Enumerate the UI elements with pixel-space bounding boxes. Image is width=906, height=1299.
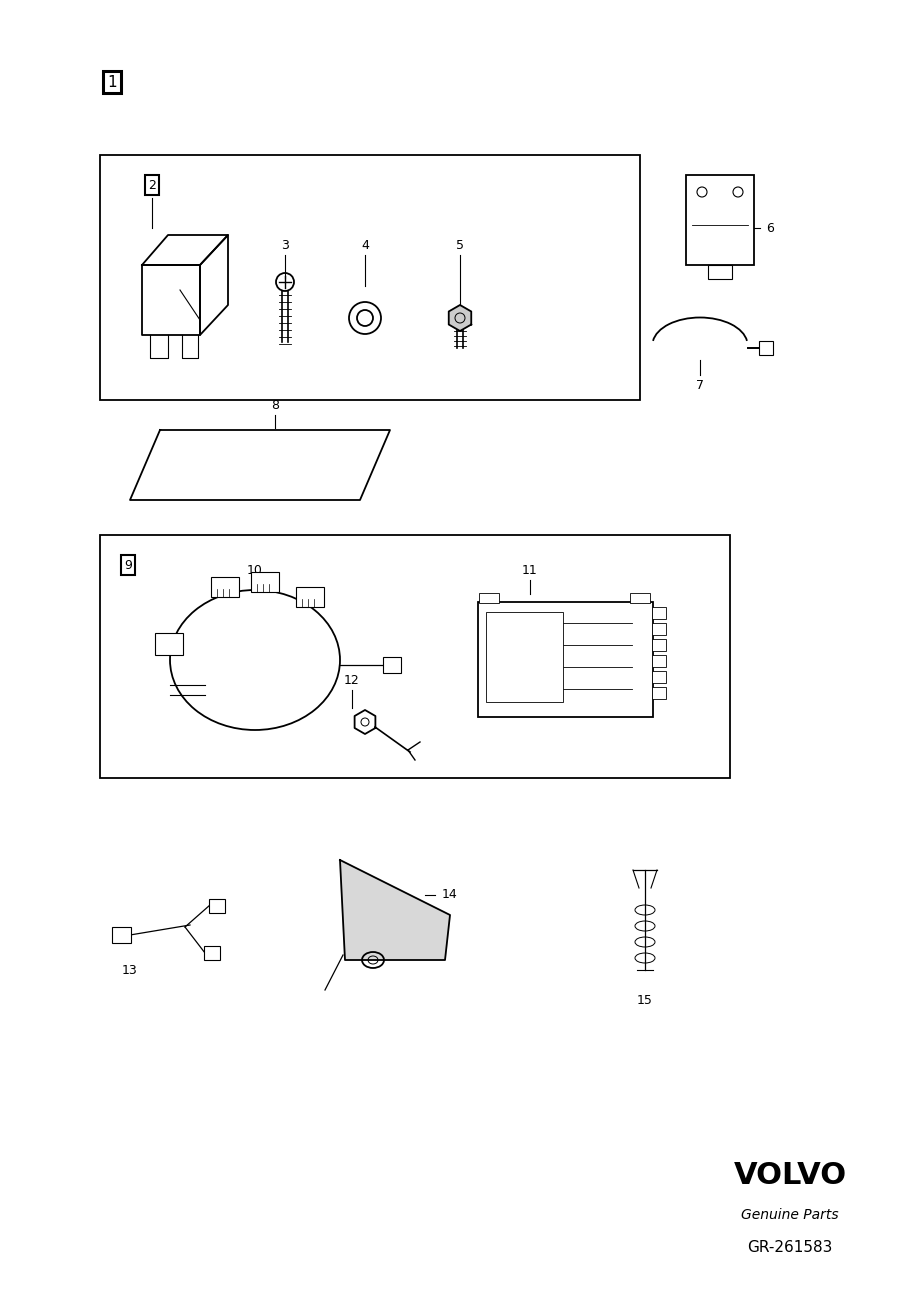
Text: 10: 10	[247, 564, 263, 577]
Text: 5: 5	[456, 239, 464, 252]
Text: Genuine Parts: Genuine Parts	[741, 1208, 839, 1222]
Text: 4: 4	[361, 239, 369, 252]
Bar	[479, 594, 499, 603]
Text: 14: 14	[442, 889, 458, 902]
Polygon shape	[130, 430, 390, 500]
Text: 6: 6	[766, 222, 774, 235]
Bar	[211, 577, 239, 598]
Bar	[652, 607, 666, 620]
Bar	[209, 899, 225, 913]
Bar	[630, 594, 650, 603]
Text: 11: 11	[522, 564, 538, 577]
Bar	[204, 946, 220, 960]
Bar	[759, 342, 773, 355]
Bar	[100, 535, 730, 778]
Bar	[652, 624, 666, 635]
Bar	[686, 175, 754, 265]
Polygon shape	[340, 860, 450, 960]
Bar	[486, 612, 563, 701]
Text: 9: 9	[124, 559, 132, 572]
Text: 7: 7	[696, 378, 704, 391]
Bar	[155, 633, 183, 655]
Bar	[652, 672, 666, 683]
Bar	[652, 655, 666, 666]
Text: 15: 15	[637, 994, 653, 1007]
Text: VOLVO: VOLVO	[734, 1160, 846, 1190]
Bar	[383, 657, 401, 673]
Bar	[100, 155, 640, 400]
Text: 12: 12	[344, 673, 360, 686]
Text: 8: 8	[271, 399, 279, 412]
Bar	[112, 927, 131, 943]
Bar	[652, 639, 666, 651]
Polygon shape	[448, 305, 471, 331]
Bar	[652, 687, 666, 699]
Text: 13: 13	[122, 964, 138, 977]
Bar	[251, 572, 279, 592]
Bar	[296, 587, 324, 607]
Text: 1: 1	[107, 74, 117, 90]
Text: 3: 3	[281, 239, 289, 252]
Text: 2: 2	[148, 178, 156, 191]
Text: GR-261583: GR-261583	[747, 1241, 833, 1256]
Bar	[708, 265, 732, 279]
Bar	[478, 601, 653, 717]
